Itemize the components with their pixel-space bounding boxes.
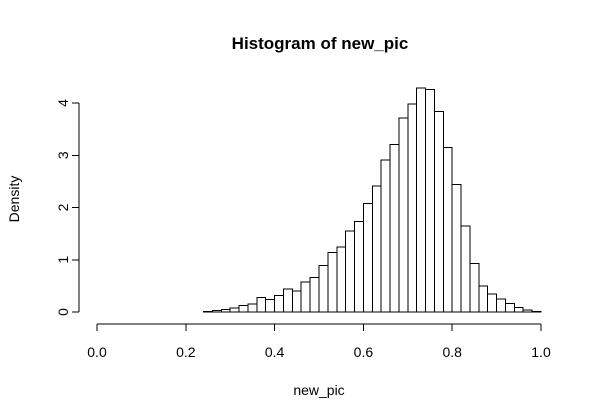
histogram-bar (309, 277, 320, 313)
y-tick-label: 0 (55, 308, 71, 316)
x-tick-label: 0.6 (354, 344, 374, 360)
histogram-bar (300, 281, 311, 313)
histogram-bar (256, 296, 267, 313)
y-tick-label: 4 (55, 99, 71, 107)
histogram-bar (442, 146, 453, 313)
histogram-bar (451, 184, 462, 313)
histogram-bar (380, 159, 391, 313)
histogram-bar (469, 262, 480, 313)
histogram-bar (478, 285, 489, 313)
histogram-bar (425, 88, 435, 313)
histogram-bar (433, 110, 444, 313)
y-tick-label: 2 (55, 203, 71, 211)
histogram-bar (354, 221, 364, 313)
histogram-bar (203, 310, 213, 313)
histogram-bar (398, 117, 409, 313)
histogram-bar (238, 305, 249, 313)
histogram-bars (203, 87, 542, 313)
histogram-bar (336, 246, 347, 313)
histogram-bar (265, 298, 276, 313)
y-tick-label: 1 (55, 256, 71, 264)
histogram-bar (531, 310, 542, 313)
x-tick-label: 0.0 (87, 344, 107, 360)
histogram-bar (327, 251, 338, 313)
histogram-bar (345, 230, 356, 313)
histogram-bar (389, 143, 400, 313)
histogram-bar (282, 288, 293, 313)
histogram-bar (247, 303, 258, 313)
y-axis-label: Density (6, 176, 22, 223)
histogram-bar (522, 309, 533, 313)
histogram-bar (504, 303, 515, 313)
histogram-bar (487, 293, 498, 313)
y-tick-label: 3 (55, 151, 71, 159)
histogram-bar (220, 308, 231, 313)
y-axis: 0 1 2 3 4 (55, 99, 80, 316)
histogram-bar (274, 294, 284, 313)
histogram-bar (496, 298, 506, 313)
histogram-bar (362, 202, 373, 313)
histogram-bar (407, 103, 418, 313)
histogram-bar (371, 185, 382, 313)
x-tick-label: 0.8 (442, 344, 462, 360)
x-tick-label: 0.2 (176, 344, 196, 360)
histogram-bar (211, 309, 222, 313)
histogram-bar (318, 265, 329, 313)
x-tick-label: 0.4 (265, 344, 285, 360)
histogram-bar (229, 307, 240, 313)
chart-title: Histogram of new_pic (232, 34, 409, 53)
histogram-bar (291, 290, 302, 313)
x-tick-label: 1.0 (531, 344, 551, 360)
x-axis-label: new_pic (293, 382, 344, 398)
x-axis: 0.0 0.2 0.4 0.6 0.8 1.0 (87, 323, 551, 360)
histogram-bar (460, 225, 471, 313)
histogram-bar (416, 87, 427, 313)
histogram-bar (513, 306, 524, 313)
